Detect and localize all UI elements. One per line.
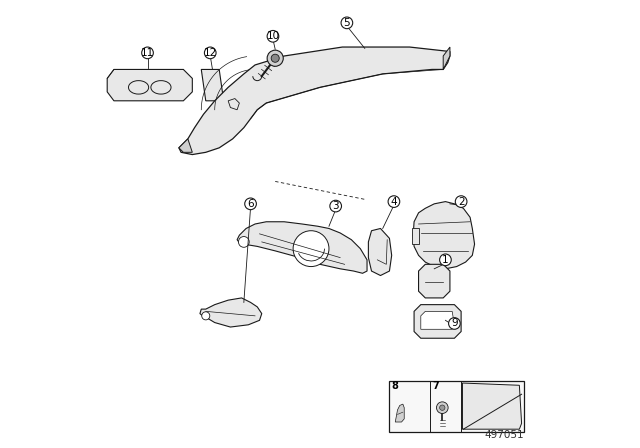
Polygon shape [200,298,262,327]
Circle shape [244,198,257,210]
Circle shape [141,47,154,59]
Circle shape [440,254,451,266]
Polygon shape [237,222,367,273]
Text: 2: 2 [458,197,465,207]
Text: 4: 4 [390,197,397,207]
Text: 3: 3 [332,201,339,211]
Circle shape [267,30,279,42]
Polygon shape [443,47,450,69]
Text: 1: 1 [442,255,449,265]
Polygon shape [413,202,475,269]
Polygon shape [419,264,450,298]
Text: 8: 8 [392,381,399,391]
Circle shape [271,54,279,62]
Text: 7: 7 [432,381,439,391]
Circle shape [341,17,353,29]
Text: 5: 5 [344,18,350,28]
Circle shape [455,196,467,207]
Circle shape [202,312,210,320]
Circle shape [239,237,249,247]
Polygon shape [108,69,192,101]
Polygon shape [179,47,450,155]
Circle shape [330,200,342,212]
Polygon shape [421,311,454,329]
Polygon shape [463,383,522,429]
Circle shape [388,196,400,207]
Circle shape [293,231,329,267]
Text: 10: 10 [266,31,280,41]
Circle shape [449,318,460,329]
Bar [389,381,524,432]
Circle shape [440,405,445,410]
Text: 11: 11 [141,48,154,58]
Text: 12: 12 [204,48,217,58]
Polygon shape [228,99,239,110]
Circle shape [436,402,448,414]
Polygon shape [369,228,392,276]
Text: 497051: 497051 [484,430,524,440]
Polygon shape [414,305,461,338]
Polygon shape [179,139,192,152]
Polygon shape [412,228,419,244]
Circle shape [204,47,216,59]
Circle shape [267,50,284,66]
Polygon shape [202,69,224,101]
Text: 9: 9 [451,319,458,328]
Polygon shape [396,404,404,422]
Text: 6: 6 [247,199,254,209]
